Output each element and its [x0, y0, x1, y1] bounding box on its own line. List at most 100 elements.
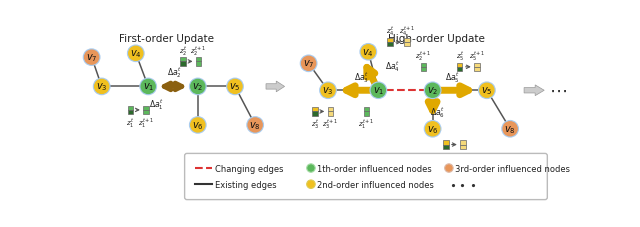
Text: $z_6^{t+1}$: $z_6^{t+1}$	[454, 150, 471, 163]
Bar	[196, 58, 202, 62]
Text: 2nd-order influenced nodes: 2nd-order influenced nodes	[317, 180, 434, 189]
Text: $z_1^t$: $z_1^t$	[126, 115, 134, 128]
Bar	[127, 110, 133, 115]
Text: High-order Update: High-order Update	[388, 33, 485, 43]
Bar	[457, 67, 463, 72]
Circle shape	[190, 118, 205, 133]
Bar	[474, 63, 479, 67]
Text: $v_3$: $v_3$	[96, 81, 108, 93]
Bar	[457, 63, 463, 67]
Circle shape	[227, 79, 243, 95]
Text: $\Delta a_1^t$: $\Delta a_1^t$	[149, 97, 164, 112]
Text: $v_7$: $v_7$	[86, 52, 97, 64]
Text: $z_4^t$: $z_4^t$	[386, 24, 394, 37]
Bar	[443, 141, 449, 145]
Circle shape	[424, 82, 442, 100]
Text: $z_5^{t+1}$: $z_5^{t+1}$	[468, 49, 485, 62]
Text: $v_8$: $v_8$	[250, 119, 261, 131]
Circle shape	[189, 78, 207, 96]
Circle shape	[248, 118, 263, 133]
Text: $z_1^{t+1}$: $z_1^{t+1}$	[358, 117, 375, 130]
Bar	[404, 43, 410, 47]
Circle shape	[307, 180, 316, 189]
Bar	[387, 43, 393, 47]
Bar	[460, 141, 465, 145]
Text: $z_2^{t+1}$: $z_2^{t+1}$	[415, 49, 431, 62]
Text: $z_3^t$: $z_3^t$	[310, 117, 319, 130]
FancyBboxPatch shape	[184, 154, 547, 200]
Text: $z_1^{t+1}$: $z_1^{t+1}$	[138, 115, 154, 128]
Circle shape	[425, 83, 440, 99]
Bar	[312, 108, 317, 112]
Text: $v_5$: $v_5$	[229, 81, 241, 93]
Circle shape	[189, 116, 207, 134]
Text: $z_6^t$: $z_6^t$	[442, 150, 450, 163]
Text: $v_6$: $v_6$	[427, 123, 438, 135]
Circle shape	[369, 82, 387, 100]
Bar	[364, 112, 369, 116]
Bar	[420, 67, 426, 72]
Text: $\Delta a_3^t$: $\Delta a_3^t$	[354, 70, 369, 85]
Bar	[420, 63, 426, 67]
Text: $v_2$: $v_2$	[192, 81, 204, 93]
Circle shape	[128, 46, 143, 62]
Circle shape	[140, 79, 156, 95]
Text: $v_5$: $v_5$	[481, 85, 493, 97]
Circle shape	[319, 82, 337, 100]
Bar	[443, 145, 449, 149]
Text: $v_7$: $v_7$	[303, 58, 314, 70]
Text: $z_5^t$: $z_5^t$	[456, 49, 464, 62]
Circle shape	[84, 50, 99, 66]
Text: $v_1$: $v_1$	[143, 81, 154, 93]
Circle shape	[371, 83, 386, 99]
Circle shape	[127, 45, 145, 63]
Bar	[312, 112, 317, 116]
Circle shape	[320, 83, 336, 99]
Text: Existing edges: Existing edges	[215, 180, 276, 189]
Bar	[404, 39, 410, 43]
Text: $v_4$: $v_4$	[130, 48, 141, 60]
Bar	[143, 106, 148, 110]
Circle shape	[501, 120, 519, 138]
Text: $\Delta a_5^t$: $\Delta a_5^t$	[445, 70, 460, 85]
Circle shape	[300, 55, 317, 73]
Text: $\Delta a_6^t$: $\Delta a_6^t$	[430, 105, 445, 119]
Circle shape	[360, 44, 377, 61]
Circle shape	[246, 116, 264, 134]
Text: $v_2$: $v_2$	[427, 85, 438, 97]
Text: Changing edges: Changing edges	[215, 164, 284, 173]
Circle shape	[94, 79, 109, 95]
Bar	[127, 106, 133, 110]
Text: $v_1$: $v_1$	[372, 85, 384, 97]
Text: $v_4$: $v_4$	[362, 47, 374, 58]
Circle shape	[479, 83, 495, 99]
Text: $\Delta a_4^t$: $\Delta a_4^t$	[385, 59, 399, 74]
Text: $z_2^t$: $z_2^t$	[179, 43, 188, 56]
Bar	[196, 62, 202, 66]
Text: $z_4^{t+1}$: $z_4^{t+1}$	[399, 24, 415, 37]
Circle shape	[226, 78, 244, 96]
Circle shape	[301, 56, 316, 72]
Bar	[143, 110, 148, 115]
Text: First-order Update: First-order Update	[119, 33, 214, 43]
FancyArrow shape	[266, 82, 285, 92]
Text: 1th-order influenced nodes: 1th-order influenced nodes	[317, 164, 432, 173]
Bar	[387, 39, 393, 43]
Text: $\bullet\bullet\bullet$: $\bullet\bullet\bullet$	[449, 179, 476, 189]
Text: $\cdots$: $\cdots$	[549, 82, 567, 100]
Bar	[180, 58, 186, 62]
Circle shape	[425, 121, 440, 137]
Text: $z_2^{t+1}$: $z_2^{t+1}$	[190, 43, 207, 56]
Text: $v_8$: $v_8$	[504, 123, 516, 135]
Circle shape	[93, 78, 111, 96]
Circle shape	[140, 78, 157, 96]
Circle shape	[190, 79, 205, 95]
Bar	[328, 112, 333, 116]
Text: $v_3$: $v_3$	[322, 85, 334, 97]
Circle shape	[360, 45, 376, 60]
Circle shape	[307, 164, 316, 173]
Bar	[460, 145, 465, 149]
Text: $\Delta a_2^t$: $\Delta a_2^t$	[167, 65, 182, 80]
FancyArrow shape	[524, 86, 544, 96]
Text: $z_3^{t+1}$: $z_3^{t+1}$	[322, 117, 339, 130]
